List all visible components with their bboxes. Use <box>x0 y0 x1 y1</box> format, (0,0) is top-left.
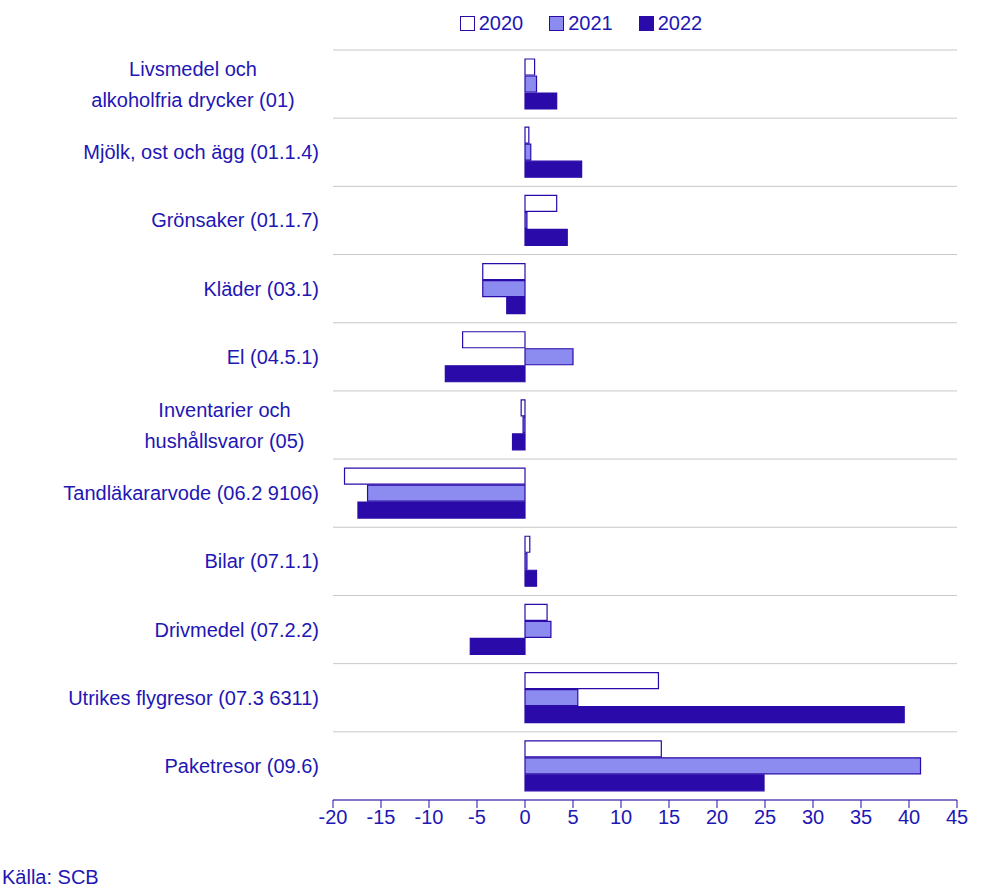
html-text:2021: 2021 <box>568 12 613 34</box>
svg-text:Drivmedel (07.2.2): Drivmedel (07.2.2) <box>154 619 319 641</box>
svg-text:Livsmedel och: Livsmedel och <box>129 58 257 80</box>
svg-text:Tandläkararvode (06.2 9106): Tandläkararvode (06.2 9106) <box>63 482 319 504</box>
svg-text:40: 40 <box>898 806 920 828</box>
svg-text:-20: -20 <box>319 806 348 828</box>
svg-text:Utrikes flygresor (07.3 6311): Utrikes flygresor (07.3 6311) <box>68 687 319 709</box>
svg-text:Kläder (03.1): Kläder (03.1) <box>203 278 319 300</box>
svg-text:10: 10 <box>610 806 632 828</box>
svg-text:Mjölk, ost och ägg (01.1.4): Mjölk, ost och ägg (01.1.4) <box>83 141 319 163</box>
svg-text:0: 0 <box>519 806 530 828</box>
svg-text:Paketresor (09.6): Paketresor (09.6) <box>164 755 319 777</box>
svg-text:15: 15 <box>658 806 680 828</box>
svg-text:25: 25 <box>754 806 776 828</box>
svg-text:20: 20 <box>706 806 728 828</box>
svg-text:5: 5 <box>567 806 578 828</box>
svg-text:Inventarier och: Inventarier och <box>158 399 290 421</box>
html-text:2022: 2022 <box>657 12 703 34</box>
svg-text:alkoholfria drycker (01): alkoholfria drycker (01) <box>91 89 294 111</box>
svg-text:Bilar (07.1.1): Bilar (07.1.1) <box>205 550 320 572</box>
svg-text:-5: -5 <box>468 806 486 828</box>
svg-text:45: 45 <box>946 806 968 828</box>
svg-text:35: 35 <box>850 806 872 828</box>
html-text:2020: 2020 <box>478 12 524 34</box>
html-text:Källa: SCB: Källa: SCB <box>2 866 99 888</box>
svg-text:El (04.5.1): El (04.5.1) <box>227 346 319 368</box>
svg-text:30: 30 <box>802 806 824 828</box>
svg-text:Grönsaker (01.1.7): Grönsaker (01.1.7) <box>151 209 319 231</box>
svg-text:-15: -15 <box>367 806 396 828</box>
svg-text:-10: -10 <box>415 806 444 828</box>
svg-text:hushållsvaror (05): hushållsvaror (05) <box>144 430 304 452</box>
